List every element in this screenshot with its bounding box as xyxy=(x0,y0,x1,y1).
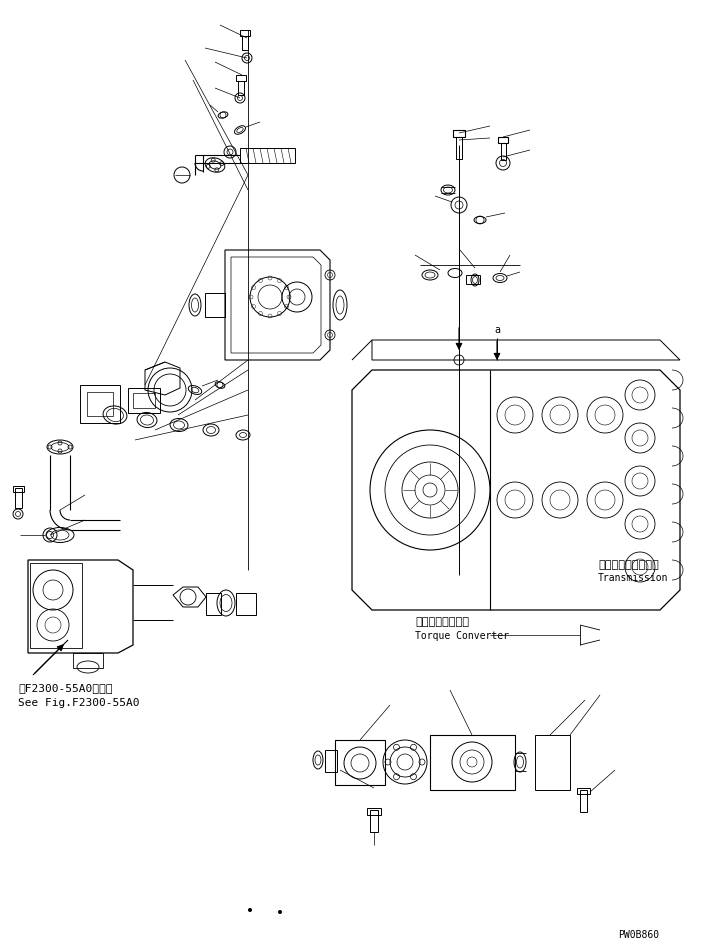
Bar xyxy=(430,735,515,790)
Bar xyxy=(501,143,506,160)
Bar xyxy=(73,653,103,668)
Bar xyxy=(87,392,113,416)
Circle shape xyxy=(467,757,477,767)
Text: See Fig.F2300-55A0: See Fig.F2300-55A0 xyxy=(18,698,139,708)
Bar xyxy=(498,137,508,143)
Circle shape xyxy=(423,483,437,497)
Bar xyxy=(80,385,120,423)
Bar xyxy=(128,388,160,413)
Bar xyxy=(466,275,480,284)
Circle shape xyxy=(249,908,252,911)
Text: 第F2300-55A0図参照: 第F2300-55A0図参照 xyxy=(18,683,112,693)
Bar xyxy=(577,788,590,794)
Text: トランスミッション: トランスミッション xyxy=(598,560,659,570)
Bar xyxy=(133,393,155,408)
Bar xyxy=(15,488,22,508)
Text: PW0B860: PW0B860 xyxy=(618,930,659,940)
Text: Transmission: Transmission xyxy=(598,573,668,583)
Bar xyxy=(240,30,250,36)
Bar xyxy=(370,810,378,832)
Bar xyxy=(205,293,225,317)
Bar xyxy=(242,36,248,50)
Bar xyxy=(367,808,381,815)
Bar xyxy=(206,593,221,615)
Bar xyxy=(325,750,337,772)
Bar xyxy=(453,130,465,137)
Circle shape xyxy=(279,910,282,914)
Text: Torque Converter: Torque Converter xyxy=(415,631,509,641)
Bar xyxy=(236,75,246,81)
Bar xyxy=(240,148,295,163)
Bar xyxy=(456,137,462,159)
Bar xyxy=(535,735,570,790)
Bar xyxy=(238,81,244,95)
Text: トルクコンバータ: トルクコンバータ xyxy=(415,617,469,627)
Bar xyxy=(236,593,256,615)
Text: a: a xyxy=(494,325,500,335)
Bar xyxy=(30,563,82,648)
Bar xyxy=(580,790,587,812)
Bar xyxy=(13,486,24,492)
Bar xyxy=(335,740,385,785)
